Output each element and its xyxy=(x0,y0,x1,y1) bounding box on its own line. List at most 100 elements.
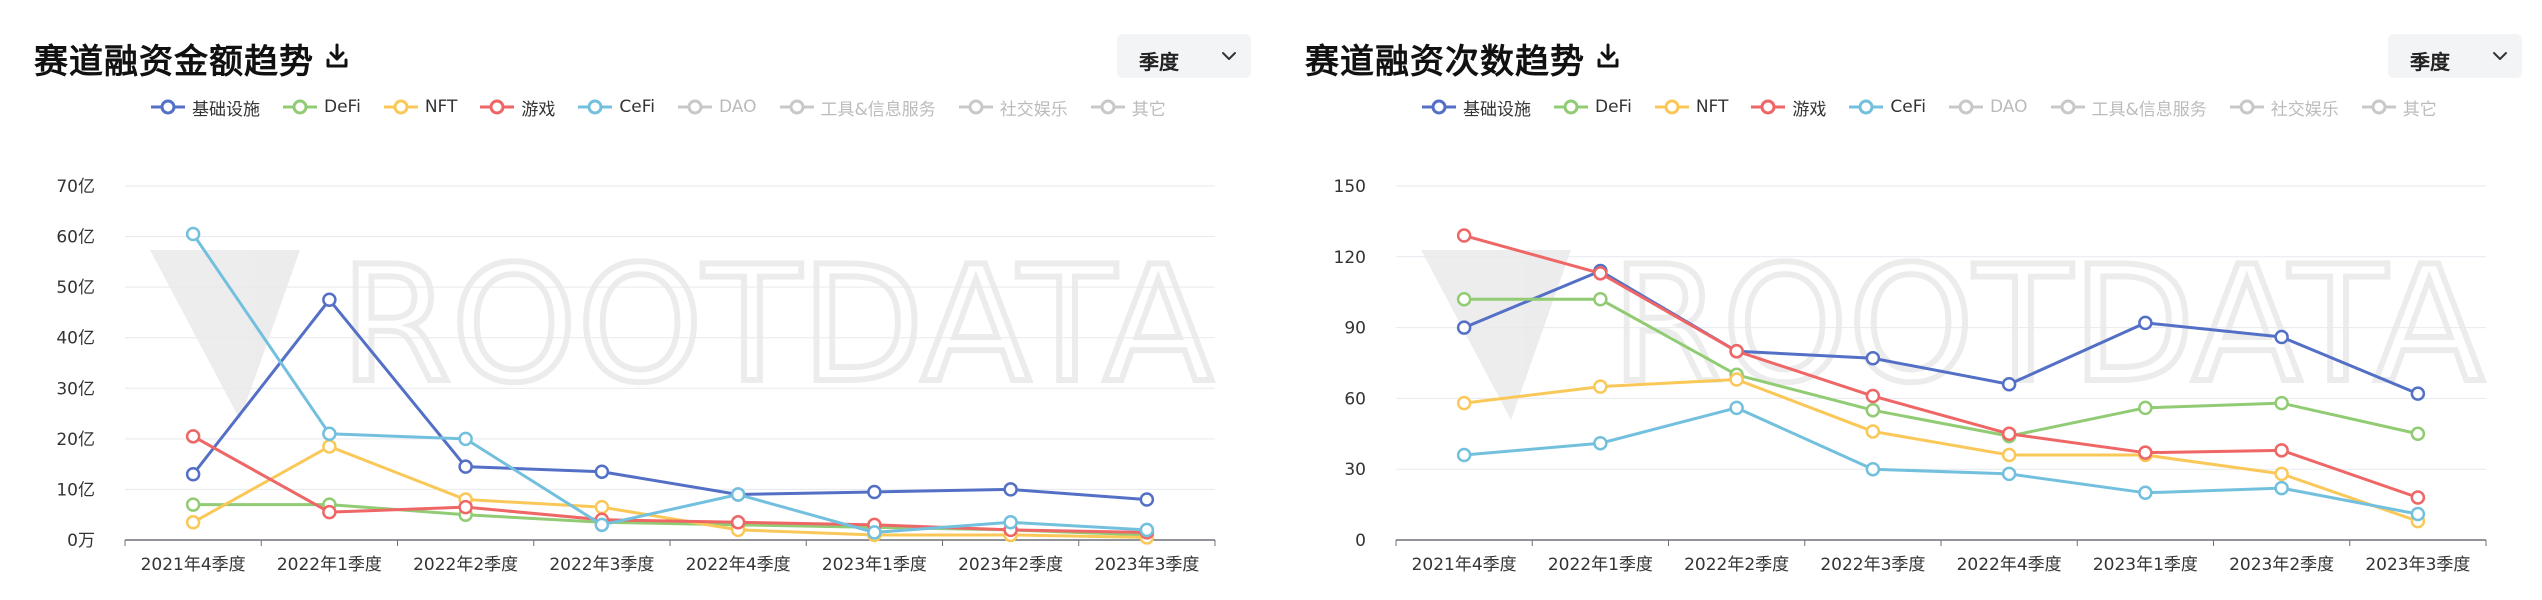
data-point[interactable] xyxy=(1139,522,1155,538)
data-point[interactable] xyxy=(2410,506,2426,522)
legend-item-cefi[interactable]: CeFi xyxy=(577,97,655,117)
legend-item-gaming[interactable]: 游戏 xyxy=(1750,95,1826,120)
data-point[interactable] xyxy=(458,459,473,474)
legend-circle-line-icon xyxy=(2229,99,2264,115)
watermark: ROOTDATA xyxy=(1421,228,2487,421)
data-point[interactable] xyxy=(185,429,201,444)
y-tick-label: 150 xyxy=(1334,177,1366,197)
data-point[interactable] xyxy=(1593,266,1608,281)
legend-circle-line-icon xyxy=(2050,99,2085,115)
data-point[interactable] xyxy=(2410,386,2426,401)
data-point[interactable] xyxy=(1456,395,1472,411)
data-point[interactable] xyxy=(2138,445,2153,460)
legend-circle-line-icon xyxy=(678,99,713,115)
legend-item-nft[interactable]: NFT xyxy=(383,97,457,117)
legend-item-dao[interactable]: DAO xyxy=(1948,97,2028,117)
data-point[interactable] xyxy=(1456,320,1472,335)
watermark-logo-shape xyxy=(150,250,300,420)
legend-item-cefi[interactable]: CeFi xyxy=(1848,97,1926,117)
data-point[interactable] xyxy=(2138,315,2153,331)
legend-item-tools-info[interactable]: 工具&信息服务 xyxy=(2050,95,2207,120)
data-point[interactable] xyxy=(2138,400,2153,416)
data-point[interactable] xyxy=(2410,490,2426,505)
legend-circle-line-icon xyxy=(480,99,515,115)
data-point[interactable] xyxy=(322,504,337,520)
data-point[interactable] xyxy=(1003,515,1018,530)
legend-label: NFT xyxy=(1695,97,1729,117)
data-point[interactable] xyxy=(1593,379,1608,394)
legend-item-defi[interactable]: DeFi xyxy=(1553,97,1632,117)
data-point[interactable] xyxy=(2001,426,2017,442)
data-point[interactable] xyxy=(2001,466,2017,482)
legend-item-social[interactable]: 社交娱乐 xyxy=(2229,95,2339,120)
data-point[interactable] xyxy=(458,499,473,515)
legend-item-gaming[interactable]: 游戏 xyxy=(479,95,555,120)
data-point[interactable] xyxy=(1593,292,1608,307)
legend-item-infrastructure[interactable]: 基础设施 xyxy=(150,95,260,120)
data-point[interactable] xyxy=(1593,435,1608,451)
period-select[interactable]: 季度 xyxy=(2388,34,2522,78)
y-tick-label: 0万 xyxy=(67,531,95,551)
data-point[interactable] xyxy=(730,487,746,502)
data-point[interactable] xyxy=(185,226,201,242)
data-point[interactable] xyxy=(2001,376,2017,392)
data-point[interactable] xyxy=(322,292,337,308)
data-point[interactable] xyxy=(185,515,201,530)
legend-item-infrastructure[interactable]: 基础设施 xyxy=(1421,95,1531,120)
series-cefi xyxy=(185,226,1155,540)
data-point[interactable] xyxy=(322,426,337,442)
legend-circle-line-icon xyxy=(958,99,993,115)
period-select[interactable]: 季度 xyxy=(1117,34,1251,78)
legend-item-nft[interactable]: NFT xyxy=(1654,97,1729,117)
x-tick-label: 2022年3季度 xyxy=(1820,555,1925,575)
legend-label: 游戏 xyxy=(521,99,556,120)
data-point[interactable] xyxy=(2001,447,2017,463)
download-icon[interactable] xyxy=(324,42,350,70)
data-point[interactable] xyxy=(1729,343,1744,359)
data-point[interactable] xyxy=(2138,485,2153,501)
legend-label: 基础设施 xyxy=(1463,99,1531,120)
data-point[interactable] xyxy=(1456,228,1472,243)
download-icon[interactable] xyxy=(1595,42,1621,70)
x-tick-label: 2022年1季度 xyxy=(1548,555,1653,575)
data-point[interactable] xyxy=(2274,480,2289,496)
data-point[interactable] xyxy=(594,517,610,533)
legend-item-social[interactable]: 社交娱乐 xyxy=(958,95,1068,120)
data-point[interactable] xyxy=(2274,395,2289,411)
data-point[interactable] xyxy=(458,431,473,447)
legend-label: DAO xyxy=(1990,97,2028,117)
data-point[interactable] xyxy=(594,464,610,479)
legend-circle-line-icon xyxy=(1422,99,1456,115)
legend-item-other[interactable]: 其它 xyxy=(1090,95,1166,120)
data-point[interactable] xyxy=(1456,447,1472,463)
data-point[interactable] xyxy=(867,484,882,500)
data-point[interactable] xyxy=(1729,400,1744,416)
data-point[interactable] xyxy=(1865,388,1881,404)
series-line xyxy=(1463,378,2419,523)
data-point[interactable] xyxy=(322,439,337,454)
series-line xyxy=(1463,234,2419,499)
data-point[interactable] xyxy=(2274,466,2289,482)
data-point[interactable] xyxy=(1865,351,1881,366)
data-point[interactable] xyxy=(1729,372,1744,387)
legend-item-other[interactable]: 其它 xyxy=(2361,95,2437,120)
legend-item-defi[interactable]: DeFi xyxy=(282,97,361,117)
data-point[interactable] xyxy=(2410,426,2426,442)
data-point[interactable] xyxy=(1865,461,1881,477)
data-point[interactable] xyxy=(1865,424,1881,439)
data-point[interactable] xyxy=(1865,402,1881,418)
data-point[interactable] xyxy=(730,515,746,530)
legend-item-tools-info[interactable]: 工具&信息服务 xyxy=(779,95,936,120)
data-point[interactable] xyxy=(1456,292,1472,307)
data-point[interactable] xyxy=(185,467,201,482)
data-point[interactable] xyxy=(2274,443,2289,458)
legend-item-dao[interactable]: DAO xyxy=(677,97,757,117)
data-point[interactable] xyxy=(1139,492,1155,507)
data-point[interactable] xyxy=(867,525,882,540)
data-point[interactable] xyxy=(185,497,201,512)
legend-circle-line-icon xyxy=(1949,99,1984,115)
data-point[interactable] xyxy=(2274,329,2289,345)
chart-title: 赛道融资金额趋势 xyxy=(34,42,314,82)
data-point[interactable] xyxy=(1003,482,1018,497)
data-point[interactable] xyxy=(594,499,610,515)
